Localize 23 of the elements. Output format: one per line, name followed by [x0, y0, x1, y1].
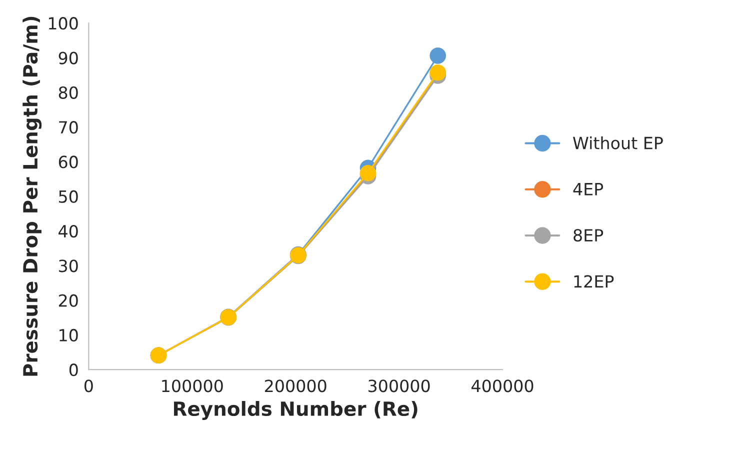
- point: [430, 48, 446, 64]
- y-tick-label: 30: [59, 260, 78, 272]
- legend-label: 4EP: [573, 183, 604, 196]
- y-tick-label: 20: [58, 294, 78, 307]
- x-tick-label: 100000: [162, 380, 223, 392]
- y-tick-label: 60: [58, 156, 78, 168]
- legend-label: 8EP: [574, 228, 604, 242]
- y-axis-title: Pressure Drop Per Length (Pa/m): [22, 16, 42, 376]
- x-tick-label: 200000: [265, 380, 326, 392]
- y-tick-label: 0: [69, 364, 78, 376]
- x-tick-label: 0: [84, 380, 93, 392]
- x-axis-title: Reynolds Number (Re): [174, 401, 418, 420]
- y-tick-label: 80: [58, 86, 78, 99]
- y-tick-label: 40: [58, 224, 78, 238]
- y-tick-label: 100: [48, 17, 78, 30]
- x-tick-label: 300000: [368, 380, 430, 392]
- y-tick-label: 90: [58, 52, 78, 64]
- x-tick-label: 400000: [472, 380, 534, 392]
- y-tick-label: 70: [59, 121, 78, 134]
- y-tick-label: 10: [60, 328, 78, 342]
- y-tick-label: 50: [59, 190, 78, 203]
- legend-label: 12EP: [574, 275, 614, 288]
- legend-label: Without EP: [573, 136, 663, 150]
